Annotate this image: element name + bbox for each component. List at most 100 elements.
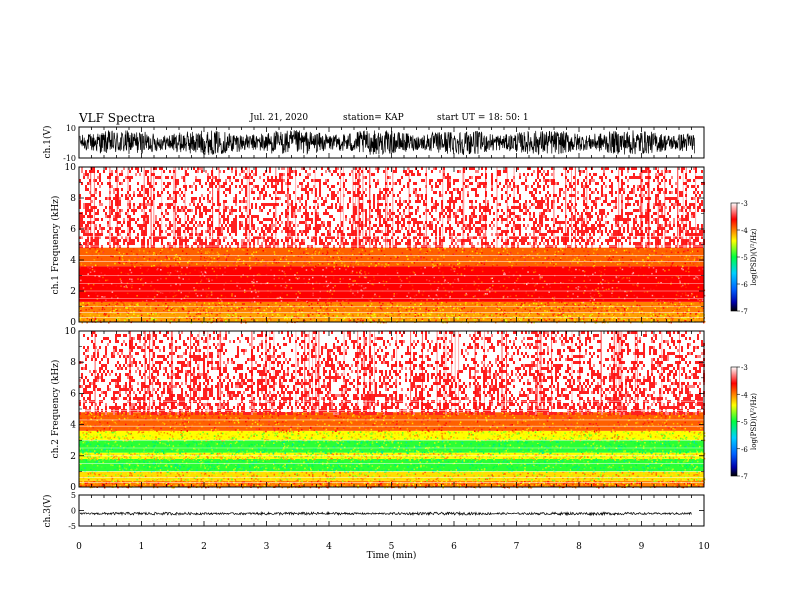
ch1-spectrogram-speckle <box>629 212 631 215</box>
ch1-spectrogram-speckle <box>203 209 205 212</box>
ch1-spectrogram-speckle <box>327 179 329 182</box>
ch1-spectrogram-speckle <box>279 179 281 182</box>
ch1-spectrogram-speckle <box>381 203 383 206</box>
ch1-spectrogram-speckle <box>529 212 531 215</box>
ch1-spectrogram-speckle <box>327 185 329 188</box>
ch1-spectrogram-speckle <box>405 200 407 203</box>
ch1-spectrogram-speckle <box>291 215 293 218</box>
ch1-spectrogram-speckle <box>581 227 583 230</box>
ch1-spectrogram-speckle <box>459 209 461 212</box>
ch1-spectrogram-speckle <box>95 218 97 221</box>
ch1-spectrogram-speckle <box>305 176 307 179</box>
ch1-spectrogram-speckle <box>119 200 121 203</box>
ch1-spectrogram-speckle <box>603 224 605 227</box>
ch1-spectrogram-speckle <box>551 200 553 203</box>
ch1-spectrogram-speckle <box>535 200 537 203</box>
ch1-spectrogram-speckle <box>129 176 131 179</box>
ch1-spectrogram-speckle <box>555 194 557 197</box>
ch1-spectrogram-speckle <box>309 173 311 176</box>
ch1-spectrogram-texture <box>668 320 670 322</box>
ch1-spectrogram-texture <box>307 314 309 316</box>
ch1-spectrogram-speckle <box>415 200 417 203</box>
ch1-spectrogram-speckle <box>479 233 481 236</box>
ch1-spectrogram-speckle <box>273 212 275 215</box>
ch1-spectrogram-texture <box>533 313 535 315</box>
ch1-spectrogram-speckle <box>443 239 445 242</box>
ch1-spectrogram-speckle <box>145 221 147 224</box>
ch1-spectrogram-speckle <box>627 197 629 200</box>
ch1-spectrogram-speckle <box>423 200 425 203</box>
ch1-spectrogram-speckle <box>477 185 479 188</box>
ch1-spectrogram-speckle <box>661 209 663 212</box>
ch1-spectrogram-speckle <box>209 182 211 185</box>
ch1-spectrogram-speckle <box>449 224 451 227</box>
ch1-spectrogram-speckle <box>551 182 553 185</box>
ch1-spectrogram-speckle <box>449 176 451 179</box>
ch1-spectrogram-speckle <box>599 221 601 224</box>
ch1-spectrogram-speckle <box>467 227 469 230</box>
ch1-spectrogram-speckle <box>533 239 535 242</box>
ch1-spectrogram-speckle <box>373 194 375 197</box>
ch1-spectrogram-speckle <box>661 188 663 191</box>
ch1-spectrogram-speckle <box>483 182 485 185</box>
ch1-spectrogram-speckle <box>277 182 279 185</box>
ch1-spectrogram-speckle <box>515 215 517 218</box>
ch1-spectrogram-speckle <box>609 185 611 188</box>
ch1-spectrogram-speckle <box>607 239 609 242</box>
ch1-spectrogram-speckle <box>545 182 547 185</box>
ch1-spectrogram-texture <box>668 318 670 320</box>
ch1-spectrogram-speckle <box>97 230 99 233</box>
ch1-spectrogram-speckle <box>87 242 89 245</box>
ch1-spectrogram-speckle <box>577 218 579 221</box>
ch1-spectrogram-speckle <box>453 179 455 182</box>
ch1-spectrogram-speckle <box>209 233 211 236</box>
ch1-spectrogram-texture <box>89 319 91 321</box>
ch1-spectrogram-texture <box>320 314 322 316</box>
ch1-spectrogram-speckle <box>209 245 211 248</box>
ch1-spectrogram-speckle <box>559 194 561 197</box>
ch1-spectrogram-texture <box>225 320 227 322</box>
ch1-spectrogram-speckle <box>327 245 329 248</box>
ch1-spectrogram-speckle <box>673 206 675 209</box>
ch1-spectrogram-speckle <box>401 218 403 221</box>
ch1-spectrogram-texture <box>476 315 478 317</box>
ch1-spectrogram-speckle <box>679 233 681 236</box>
ch1-spectrogram-speckle <box>599 209 601 212</box>
ch1-spectrogram-texture <box>699 316 701 318</box>
ch1-spectrogram-speckle <box>307 197 309 200</box>
ch1-spectrogram-speckle <box>411 170 413 173</box>
ch1-spectrogram-speckle <box>155 215 157 218</box>
ch1-spectrogram-speckle <box>675 191 677 194</box>
ch1-spectrogram-speckle <box>415 221 417 224</box>
ch1-spectrogram-speckle <box>345 218 347 221</box>
ch1-spectrogram-speckle <box>255 206 257 209</box>
ch1-spectrogram-speckle <box>687 218 689 221</box>
ch1-spectrogram-speckle <box>177 206 179 209</box>
ch1-spectrogram-speckle <box>561 221 563 224</box>
ch1-spectrogram-speckle <box>239 215 241 218</box>
ch1-spectrogram-speckle <box>285 215 287 218</box>
ch1-spectrogram-speckle <box>505 200 507 203</box>
ch1-spectrogram-speckle <box>329 188 331 191</box>
ch1-spectrogram-speckle <box>301 242 303 245</box>
ch1-spectrogram-speckle <box>91 242 93 245</box>
ch1-spectrogram-speckle <box>389 209 391 212</box>
ch1-spectrogram-texture <box>585 310 587 312</box>
ch1-spectrogram-texture <box>312 309 314 311</box>
ch1-spectrogram-speckle <box>95 227 97 230</box>
ch1-spectrogram-speckle <box>235 194 237 197</box>
ch1-spectrogram-texture <box>553 315 555 317</box>
ch1-spectrogram-speckle <box>397 179 399 182</box>
ch1-spectrogram-speckle <box>235 173 237 176</box>
ch1-spectrogram-texture <box>331 318 333 320</box>
ch1-spectrogram-speckle <box>673 197 675 200</box>
ch1-spectrogram-speckle <box>603 194 605 197</box>
ch1-spectrogram-speckle <box>637 233 639 236</box>
ch1-spectrogram-speckle <box>145 224 147 227</box>
ch1-spectrogram-speckle <box>629 218 631 221</box>
ch1-spectrogram-speckle <box>237 245 239 248</box>
ch1-spectrogram-texture <box>611 320 613 322</box>
ch1-spectrogram-speckle <box>547 191 549 194</box>
ch1-spectrogram-speckle <box>169 194 171 197</box>
ch1-spectrogram-speckle <box>593 179 595 182</box>
